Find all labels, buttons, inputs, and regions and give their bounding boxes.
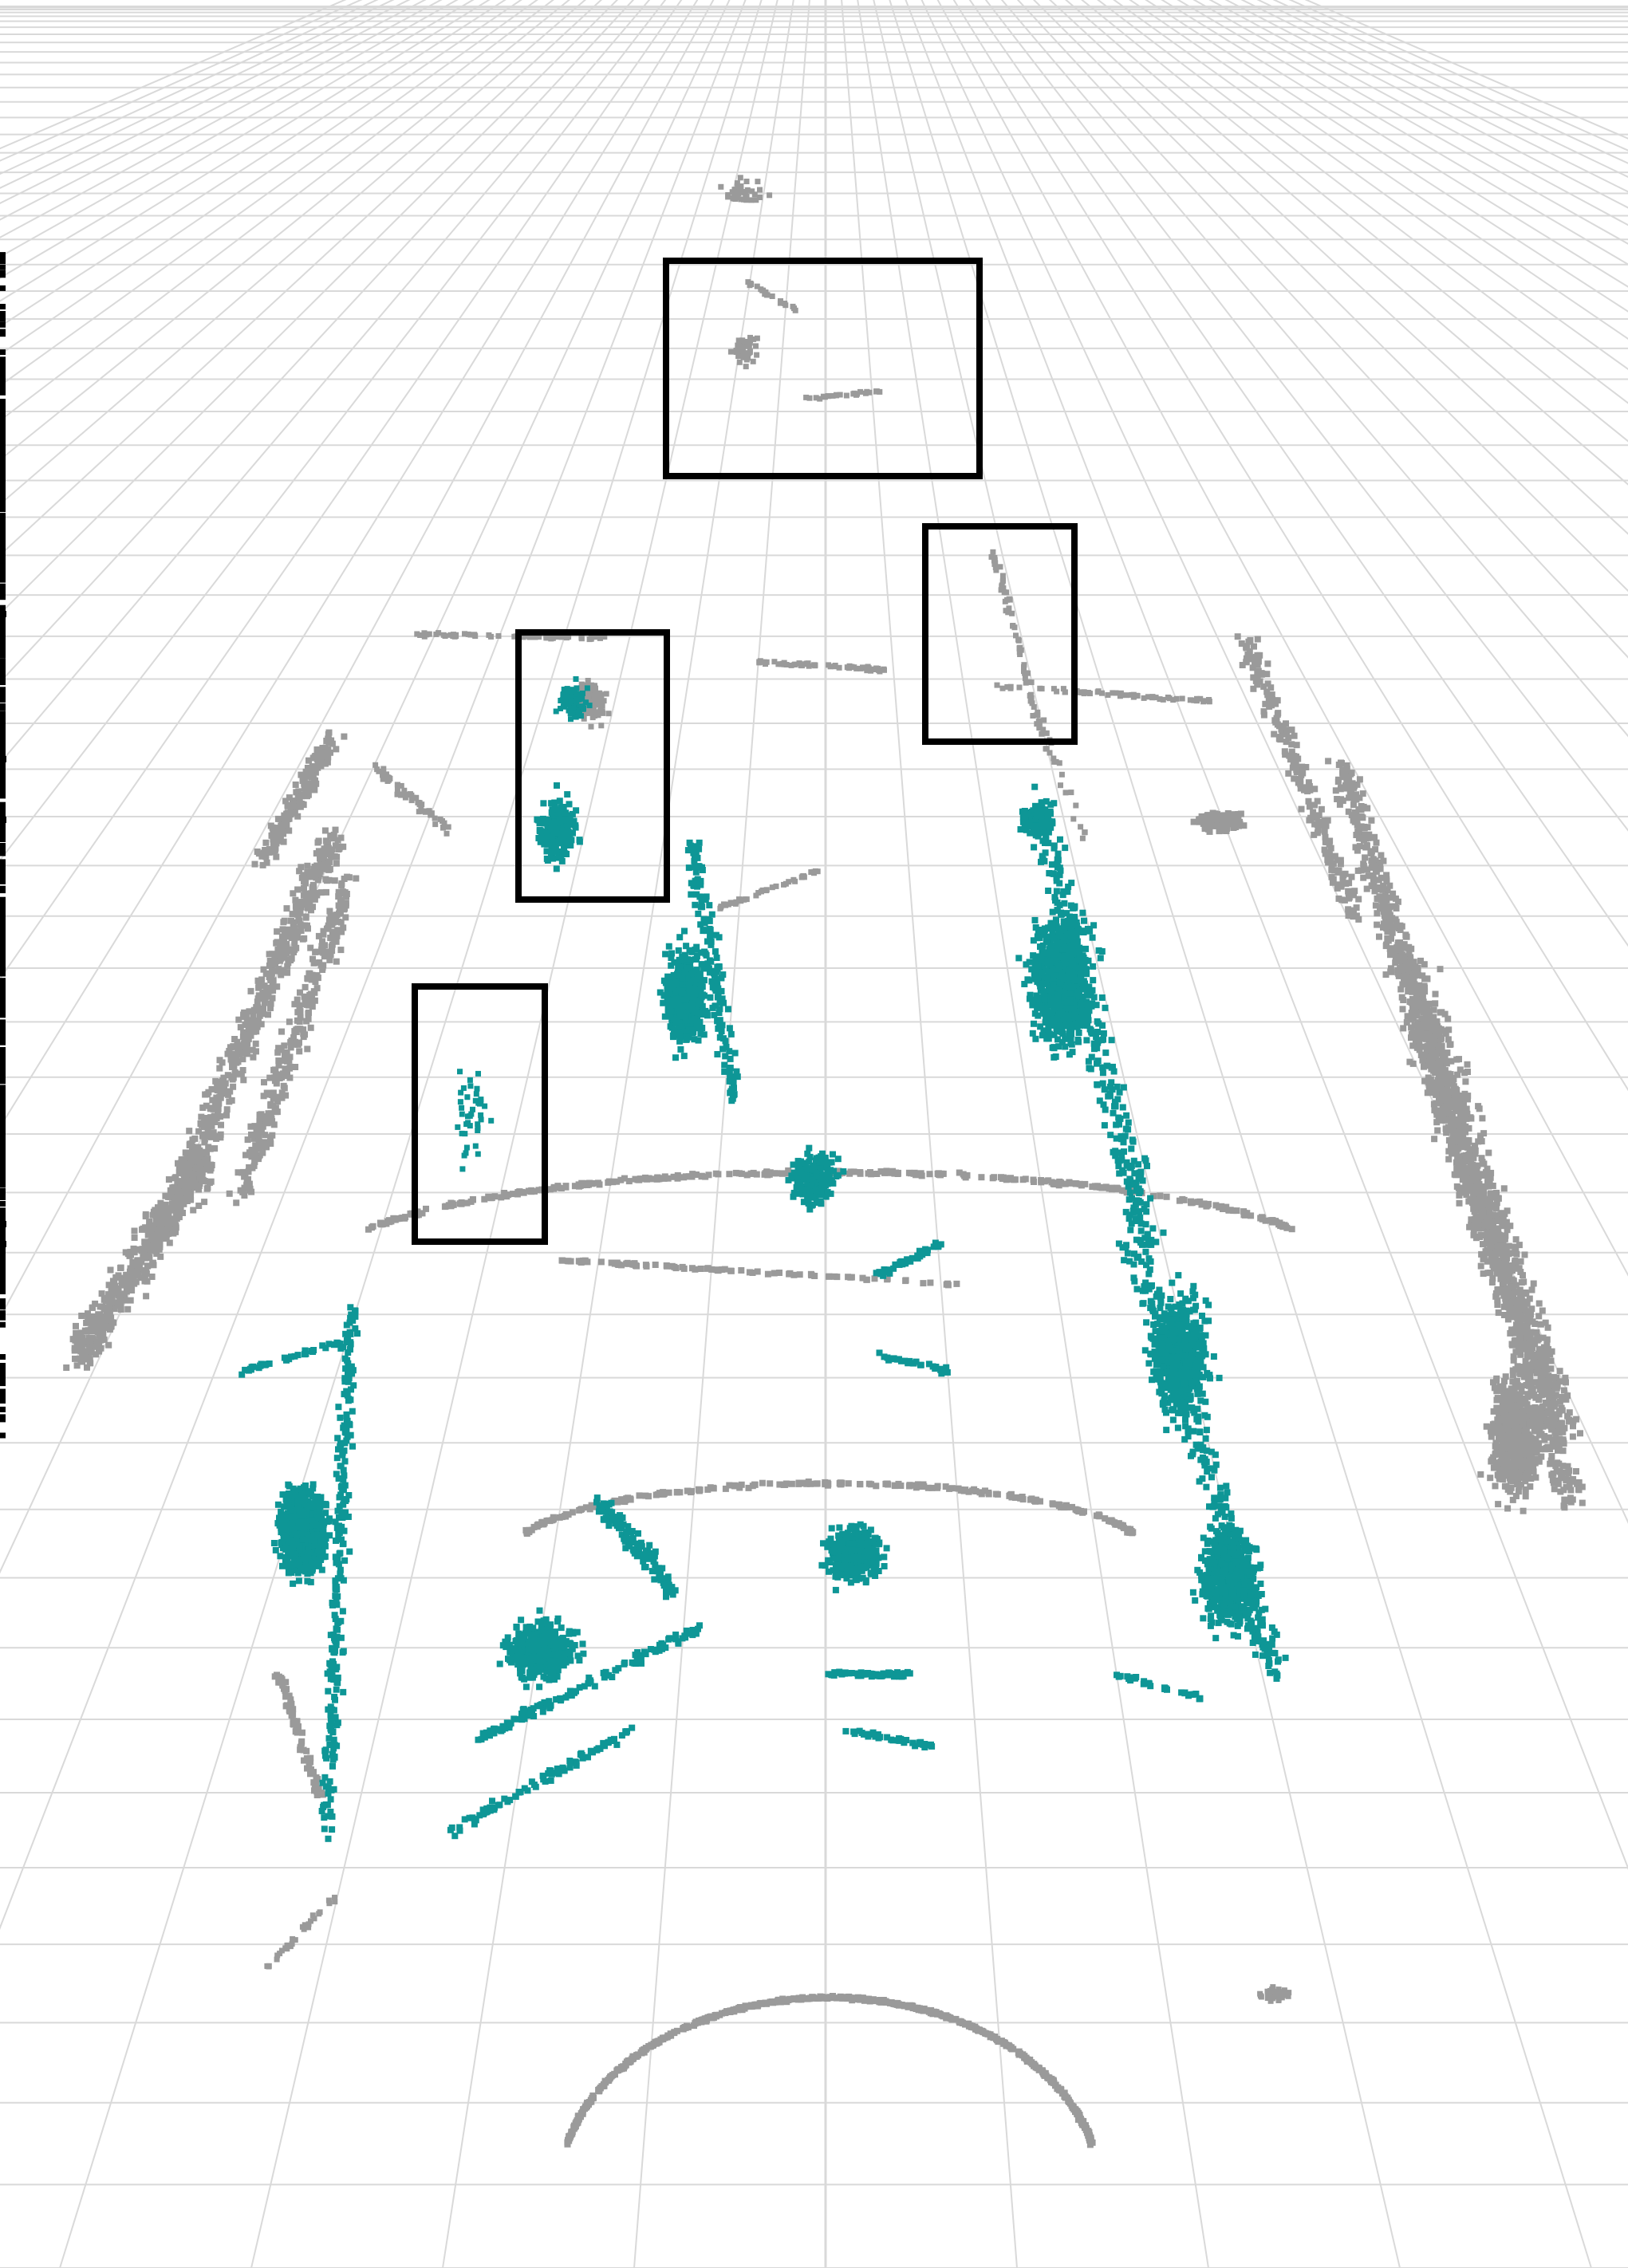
point-cloud-view: [0, 0, 1628, 2268]
